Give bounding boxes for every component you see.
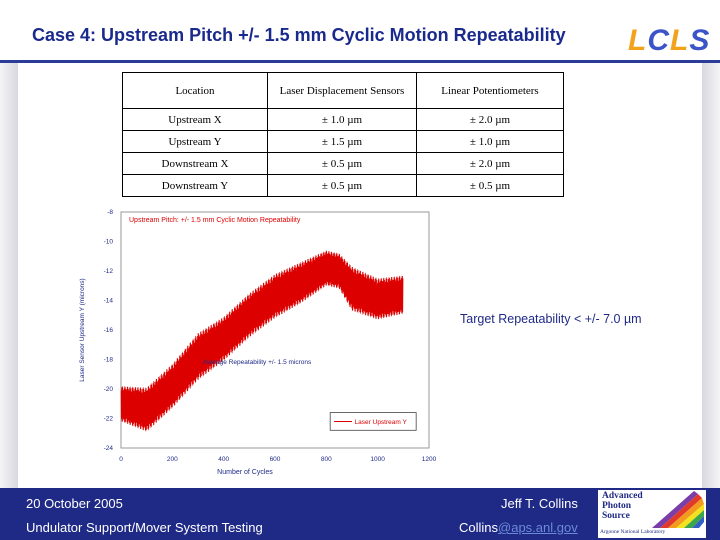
- logo-letter-1: L: [628, 24, 648, 57]
- table-row: Downstream X ± 0.5 µm ± 2.0 µm: [122, 152, 564, 175]
- right-frame-bar: [702, 63, 720, 488]
- table-cell: Downstream X: [122, 152, 268, 175]
- logo-letter-3: L: [670, 24, 690, 57]
- aps-logo-line: Advanced: [602, 491, 643, 501]
- footer-email-user: Collins: [459, 520, 499, 535]
- x-tick-label: 400: [218, 456, 229, 463]
- y-tick-label: -8: [107, 209, 113, 216]
- table-cell: ± 0.5 µm: [267, 152, 417, 175]
- aps-logo: Advanced Photon Source Argonne National …: [598, 490, 706, 538]
- table-cell: ± 0.5 µm: [267, 174, 417, 197]
- x-tick-label: 0: [119, 456, 123, 463]
- plot-frame: [120, 211, 430, 449]
- x-tick-label: 1200: [422, 456, 437, 463]
- table-cell: Upstream Y: [122, 130, 268, 153]
- x-tick-label: 1000: [370, 456, 385, 463]
- y-tick-label: -24: [104, 445, 114, 452]
- chart-axes: [120, 211, 430, 449]
- chart-annotation: Average Repeatability +/- 1.5 microns: [203, 359, 312, 366]
- repeatability-table: Location Laser Displacement Sensors Line…: [122, 72, 564, 197]
- table-cell: ± 1.5 µm: [267, 130, 417, 153]
- x-tick-label: 200: [167, 456, 178, 463]
- table-cell: ± 0.5 µm: [416, 174, 564, 197]
- y-tick-label: -18: [104, 357, 114, 364]
- aps-logo-line: Source: [602, 511, 630, 521]
- aps-logo-line: Photon: [602, 501, 632, 511]
- footer-project: Undulator Support/Mover System Testing: [26, 520, 263, 535]
- aps-rainbow-icon: [652, 491, 704, 528]
- slide-title: Case 4: Upstream Pitch +/- 1.5 mm Cyclic…: [32, 25, 566, 45]
- table-cell: ± 1.0 µm: [267, 108, 417, 131]
- chart-title: Upstream Pitch: +/- 1.5 mm Cyclic Motion…: [129, 217, 301, 224]
- logo-letter-2: C: [647, 24, 670, 57]
- table-cell: ± 1.0 µm: [416, 130, 564, 153]
- table-row: Upstream X ± 1.0 µm ± 2.0 µm: [122, 108, 564, 131]
- table-header-row: Location Laser Displacement Sensors Line…: [122, 72, 564, 109]
- chart-legend: Laser Upstream Y: [329, 412, 417, 431]
- x-tick-label: 800: [321, 456, 332, 463]
- table-header-potentiometers: Linear Potentiometers: [416, 72, 564, 109]
- legend-box: [329, 412, 417, 431]
- y-tick-label: -22: [104, 416, 114, 423]
- y-tick-label: -12: [104, 268, 114, 275]
- aps-logo-text: Advanced Photon Source: [602, 491, 643, 521]
- lcls-logo: LCLS: [628, 24, 710, 58]
- x-tick-label: 600: [270, 456, 281, 463]
- series-line-laser-upstream-y: [120, 250, 404, 432]
- chart-series-group: [120, 250, 404, 432]
- y-tick-label: -20: [104, 386, 114, 393]
- chart-x-axis-label: Number of Cycles: [217, 469, 273, 476]
- target-repeatability-note: Target Repeatability < +/- 7.0 µm: [460, 312, 642, 326]
- table-cell: ± 2.0 µm: [416, 108, 564, 131]
- title-rule: [0, 60, 720, 63]
- footer-date: 20 October 2005: [26, 496, 123, 511]
- y-tick-label: -14: [104, 298, 114, 305]
- table-cell: ± 2.0 µm: [416, 152, 564, 175]
- footer-email[interactable]: Collins@aps.anl.gov: [459, 520, 578, 535]
- chart-y-axis-label: Laser Sensor Upstream Y (microns): [79, 278, 86, 381]
- left-frame-bar: [0, 63, 18, 488]
- footer-email-link[interactable]: @aps.anl.gov: [498, 520, 578, 535]
- table-cell: Upstream X: [122, 108, 268, 131]
- aps-logo-subtitle: Argonne National Laboratory: [600, 529, 666, 535]
- logo-letter-4: S: [689, 24, 711, 57]
- footer-author: Jeff T. Collins: [501, 496, 578, 511]
- repeatability-chart: -8 -10 -12 -14 -16 -18 -20 -22 -24 0 200 400 600 800 1…: [79, 209, 437, 476]
- table-header-laser: Laser Displacement Sensors: [267, 72, 417, 109]
- table-row: Downstream Y ± 0.5 µm ± 0.5 µm: [122, 174, 564, 197]
- table-cell: Downstream Y: [122, 174, 268, 197]
- table-header-location: Location: [122, 72, 268, 109]
- table-row: Upstream Y ± 1.5 µm ± 1.0 µm: [122, 130, 564, 153]
- y-tick-label: -10: [104, 239, 114, 246]
- y-tick-label: -16: [104, 327, 114, 334]
- legend-label: Laser Upstream Y: [355, 419, 408, 426]
- chart-tick-labels: -8 -10 -12 -14 -16 -18 -20 -22 -24 0 200 400 600 800 1…: [104, 209, 437, 463]
